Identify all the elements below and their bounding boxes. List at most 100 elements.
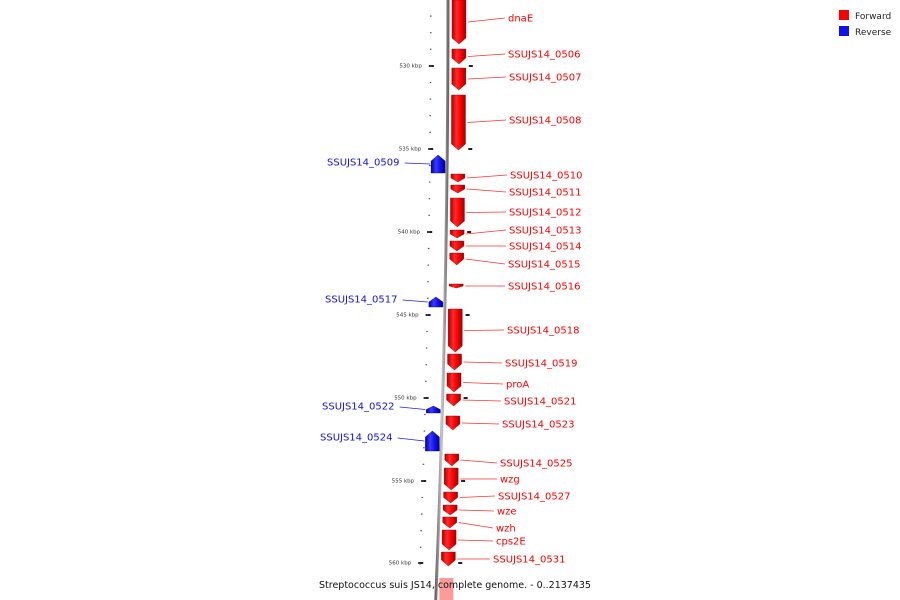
gene-label[interactable]: SSUJS14_0508: [509, 116, 582, 127]
gene-label[interactable]: SSUJS14_0524: [320, 433, 393, 444]
gene-label[interactable]: SSUJS14_0517: [325, 295, 398, 306]
gene-forward-arrow[interactable]: [449, 240, 465, 252]
legend: Forward Reverse: [839, 10, 892, 38]
reverse-swatch-icon: [839, 26, 849, 36]
minor-tick: [429, 98, 432, 100]
gene-label[interactable]: dnaE: [508, 14, 533, 25]
minor-tick: [429, 65, 432, 67]
scale-tick-label: 555 kbp: [392, 479, 415, 485]
gene-label[interactable]: SSUJS14_0516: [508, 282, 581, 293]
gene-label[interactable]: wzh: [496, 524, 516, 535]
gene-label[interactable]: SSUJS14_0510: [510, 171, 583, 182]
gene-label[interactable]: SSUJS14_0515: [508, 260, 581, 271]
minor-tick: [419, 546, 422, 548]
minor-tick: [429, 115, 432, 117]
gene-label[interactable]: SSUJS14_0522: [322, 402, 395, 413]
minor-tick: [425, 347, 428, 349]
gene-forward-arrow[interactable]: [441, 529, 457, 551]
gene-label[interactable]: SSUJS14_0531: [493, 555, 566, 566]
gene-label-leader: [466, 188, 507, 193]
gene-forward-arrow[interactable]: [446, 393, 461, 407]
gene-forward-arrow[interactable]: [447, 353, 462, 371]
gene-forward-arrow[interactable]: [449, 252, 464, 266]
gene-label-leader: [402, 299, 428, 303]
gene-reverse-arrow[interactable]: [425, 430, 440, 452]
scale-tick-mark: [463, 397, 468, 399]
gene-label[interactable]: SSUJS14_0512: [509, 208, 582, 219]
minor-tick: [424, 397, 427, 399]
gene-forward-arrow[interactable]: [444, 453, 460, 467]
gene-label[interactable]: wzg: [500, 475, 520, 486]
gene-label[interactable]: SSUJS14_0527: [498, 492, 571, 503]
gene-label-leader: [458, 539, 494, 542]
gene-reverse-arrow[interactable]: [430, 154, 446, 174]
minor-tick: [421, 496, 424, 499]
minor-tick: [426, 330, 428, 333]
genome-caption: Streptococcus suis JS14, complete genome…: [319, 580, 591, 591]
minor-tick: [429, 15, 432, 17]
gene-forward-arrow[interactable]: [442, 504, 458, 516]
gene-label-leader: [467, 119, 507, 123]
gene-label[interactable]: SSUJS14_0514: [509, 242, 582, 253]
minor-tick: [424, 413, 426, 416]
gene-reverse-arrow[interactable]: [426, 405, 441, 414]
gene-label-leader: [467, 76, 507, 80]
gene-label[interactable]: SSUJS14_0509: [327, 158, 400, 169]
minor-tick: [428, 181, 431, 183]
scale-tick-mark: [461, 480, 466, 482]
gene-forward-arrow[interactable]: [450, 173, 466, 183]
gene-label-leader: [463, 382, 504, 385]
gene-forward-arrow[interactable]: [442, 516, 457, 529]
gene-forward-arrow[interactable]: [443, 491, 458, 504]
gene-forward-arrow[interactable]: [451, 94, 466, 151]
gene-label[interactable]: SSUJS14_0507: [509, 73, 582, 84]
gene-reverse-arrow[interactable]: [428, 296, 444, 308]
gene-forward-arrow[interactable]: [448, 308, 463, 353]
scale-tick-mark: [418, 562, 424, 564]
gene-labels: dnaE SSUJS14_0506 SSUJS14_0507 SSUJS14_0508…: [320, 14, 583, 566]
gene-label-leader: [467, 53, 506, 57]
gene-forward-arrow[interactable]: [451, 48, 467, 65]
gene-forward-arrow[interactable]: [445, 415, 461, 431]
gene-label[interactable]: SSUJS14_0518: [507, 326, 580, 337]
minor-tick: [426, 314, 429, 316]
gene-label-leader: [466, 211, 507, 213]
gene-label[interactable]: SSUJS14_0513: [509, 226, 582, 237]
gene-label-leader: [397, 437, 425, 442]
minor-tick: [423, 447, 425, 449]
legend-item-forward[interactable]: Forward: [839, 10, 891, 22]
gene-label[interactable]: SSUJS14_0525: [500, 459, 573, 470]
gene-label-leader: [458, 522, 494, 529]
gene-label[interactable]: cps2E: [496, 537, 526, 548]
gene-label[interactable]: SSUJS14_0519: [505, 359, 578, 370]
gene-forward-arrow[interactable]: [446, 372, 462, 393]
gene-forward-arrow[interactable]: [441, 551, 456, 567]
gene-features: [425, 0, 467, 600]
gene-forward-arrow[interactable]: [450, 184, 465, 194]
minor-tick: [422, 480, 424, 482]
gene-label[interactable]: SSUJS14_0523: [502, 420, 575, 431]
gene-label-leader: [467, 17, 506, 23]
gene-forward-arrow[interactable]: [450, 197, 465, 228]
minor-tick: [428, 214, 430, 216]
gene-forward-arrow[interactable]: [443, 467, 459, 491]
gene-label[interactable]: wze: [497, 507, 517, 518]
gene-forward-arrow[interactable]: [451, 0, 467, 45]
gene-label[interactable]: SSUJS14_0521: [504, 397, 577, 408]
genome-backbone: [434, 0, 450, 600]
scale-ticks: 530 kbp 535 kbp 540 kbp 545 kbp 550 kbp 555 k…: [389, 15, 473, 567]
gene-forward-arrow[interactable]: [449, 229, 465, 239]
minor-tick: [429, 164, 431, 167]
gene-label[interactable]: SSUJS14_0511: [509, 188, 582, 199]
minor-tick: [423, 430, 426, 432]
gene-label[interactable]: proA: [506, 380, 529, 391]
gene-forward-arrow[interactable]: [451, 67, 466, 91]
gene-label-leader: [465, 258, 506, 265]
legend-reverse-label: Reverse: [855, 28, 892, 38]
legend-item-reverse[interactable]: Reverse: [839, 26, 892, 38]
gene-label[interactable]: SSUJS14_0506: [508, 50, 581, 61]
forward-swatch-icon: [839, 10, 849, 20]
gene-label-leader: [460, 459, 498, 464]
gene-forward-arrow[interactable]: [449, 283, 464, 289]
